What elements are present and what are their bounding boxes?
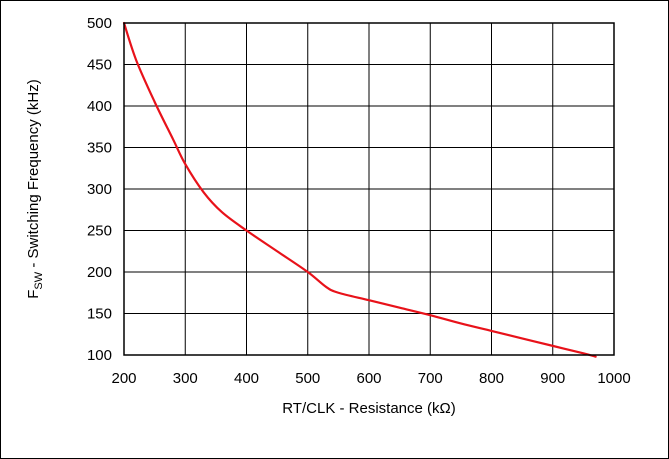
grid xyxy=(123,22,615,356)
y-tick-label-350: 350 xyxy=(87,140,112,157)
x-tick-label-300: 300 xyxy=(173,370,198,387)
x-ticks: 200 300 400 500 600 700 800 900 1000 xyxy=(111,370,630,387)
x-tick-label-200: 200 xyxy=(111,370,136,387)
x-tick-label-900: 900 xyxy=(540,370,565,387)
y-tick-label-250: 250 xyxy=(87,223,112,240)
y-tick-label-500: 500 xyxy=(87,15,112,32)
y-axis-label-subscript: SW xyxy=(33,271,45,289)
plot-border xyxy=(123,22,615,356)
x-axis-label: RT/CLK - Resistance (kΩ) xyxy=(282,400,455,417)
series-group xyxy=(122,21,597,358)
y-tick-label-150: 150 xyxy=(87,306,112,323)
y-axis-label: FSW - Switching Frequency (kHz) xyxy=(25,79,45,298)
y-axis-label-rest: - Switching Frequency (kHz) xyxy=(25,79,42,272)
y-tick-label-100: 100 xyxy=(87,347,112,364)
x-tick-label-700: 700 xyxy=(418,370,443,387)
y-tick-label-300: 300 xyxy=(87,181,112,198)
y-tick-label-200: 200 xyxy=(87,264,112,281)
x-tick-label-600: 600 xyxy=(356,370,381,387)
series-line-0 xyxy=(122,21,597,358)
y-tick-label-400: 400 xyxy=(87,98,112,115)
y-tick-label-450: 450 xyxy=(87,57,112,74)
x-tick-label-500: 500 xyxy=(295,370,320,387)
x-tick-label-1000: 1000 xyxy=(597,370,630,387)
x-tick-label-800: 800 xyxy=(479,370,504,387)
y-axis-label-main: F xyxy=(25,290,42,299)
x-tick-label-400: 400 xyxy=(234,370,259,387)
y-ticks: 100 150 200 250 300 350 400 450 500 xyxy=(87,15,112,364)
